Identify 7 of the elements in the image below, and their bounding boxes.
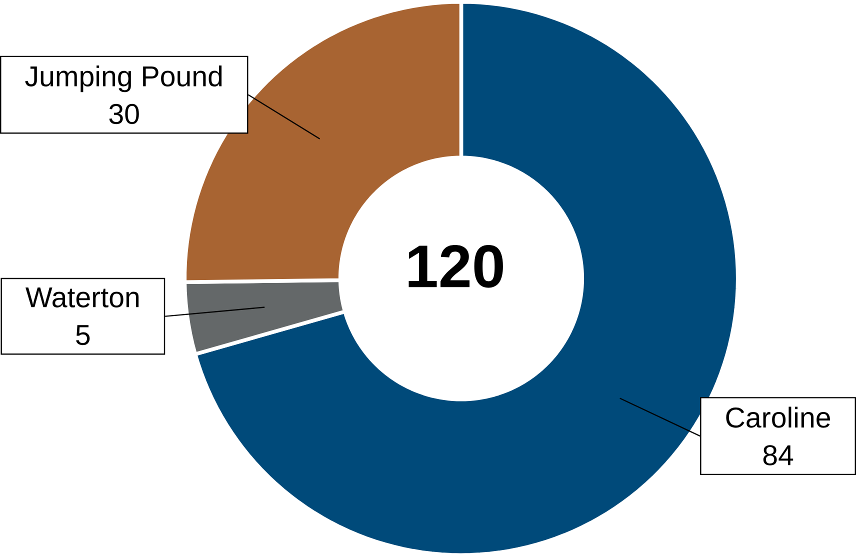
data-label: 30	[109, 104, 139, 124]
data-label: 84	[763, 445, 794, 466]
text: 120	[408, 245, 503, 288]
slice-label: Caroline	[726, 406, 830, 428]
slice-label: Jumping Pound	[25, 65, 222, 92]
data-label: 5	[76, 325, 90, 346]
slice-label: Waterton	[26, 288, 139, 308]
